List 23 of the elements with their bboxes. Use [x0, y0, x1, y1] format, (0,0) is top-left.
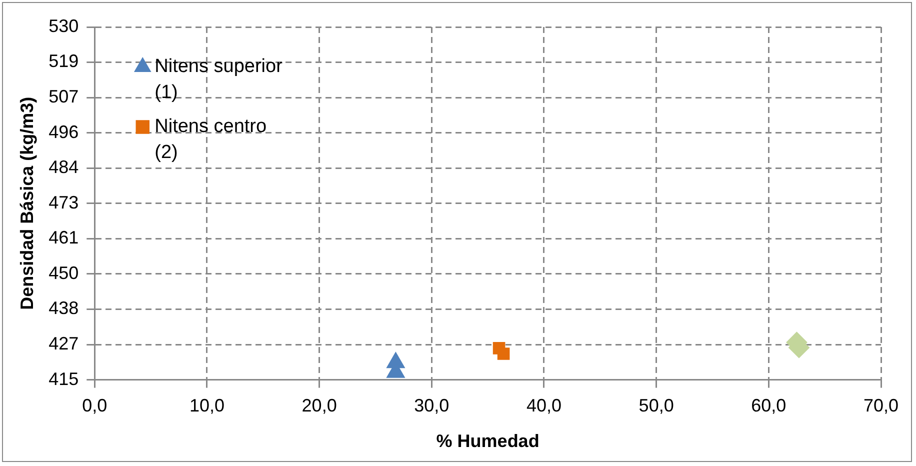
- x-tick-label: 50,0: [638, 396, 674, 416]
- x-tick-label: 10,0: [189, 396, 224, 416]
- y-tick-label: 427: [48, 333, 79, 354]
- y-tick-label: 507: [48, 86, 79, 107]
- x-tick-label: 70,0: [863, 396, 899, 416]
- y-tick-label: 519: [48, 51, 79, 72]
- x-tick-label: 40,0: [526, 396, 562, 416]
- y-tick-label: 473: [48, 192, 79, 212]
- legend-label: Nitens superior (1): [154, 56, 284, 104]
- x-tick-label: 60,0: [751, 396, 786, 416]
- y-tick-label: 461: [48, 228, 79, 248]
- x-axis-title: % Humedad: [436, 431, 540, 452]
- legend-label: Nitens centro (2): [154, 116, 267, 164]
- y-tick-label: 438: [48, 298, 79, 318]
- y-tick-label: 496: [48, 122, 79, 142]
- y-tick-label: 484: [48, 157, 79, 178]
- y-tick-label: 450: [48, 262, 79, 283]
- x-tick-label: 0,0: [82, 396, 108, 416]
- y-tick-label: 415: [48, 368, 79, 389]
- x-tick-label: 20,0: [302, 396, 337, 416]
- y-axis-title: Densidad Básica (kg/m3): [16, 96, 37, 310]
- x-tick-label: 30,0: [414, 396, 450, 416]
- y-tick-label: 530: [48, 16, 79, 36]
